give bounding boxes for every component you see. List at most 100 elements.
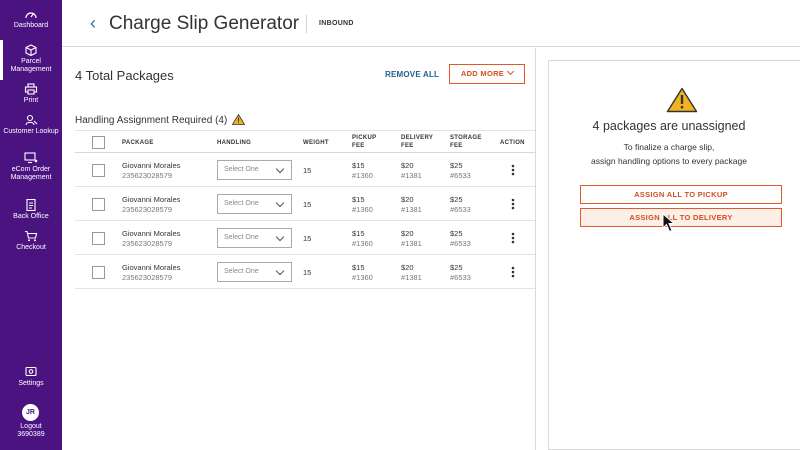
pickup-fee: $15 #1360 bbox=[352, 229, 373, 249]
weight-value: 15 bbox=[303, 200, 312, 209]
box-icon bbox=[25, 44, 37, 56]
avatar[interactable]: JR bbox=[22, 404, 39, 421]
table-row: Giovanni Morales 235623028579 Select One … bbox=[75, 187, 535, 221]
sidebar-item-label: Dashboard bbox=[13, 22, 49, 29]
remove-all-button[interactable]: REMOVE ALL bbox=[385, 70, 440, 79]
warning-icon bbox=[232, 114, 245, 125]
assign-all-pickup-button[interactable]: ASSIGN ALL TO PICKUP bbox=[580, 185, 782, 204]
fee-code: #1360 bbox=[352, 171, 373, 180]
fee-amount: $25 bbox=[450, 263, 463, 272]
tracking-number: 235623028579 bbox=[122, 205, 173, 214]
column-header-line: FEE bbox=[401, 143, 414, 149]
column-header-pickup-fee: PICKUP FEE bbox=[352, 134, 376, 150]
sidebar-item-label: eCom Order Management bbox=[10, 166, 52, 181]
fee-amount: $20 bbox=[401, 263, 414, 272]
handling-select-value: Select One bbox=[224, 268, 259, 275]
handling-select-value: Select One bbox=[224, 200, 259, 207]
logout-label: Logout bbox=[20, 423, 42, 430]
handling-select[interactable]: Select One bbox=[217, 262, 292, 282]
fee-code: #1381 bbox=[401, 205, 422, 214]
handling-select[interactable]: Select One bbox=[217, 160, 292, 180]
package-info: Giovanni Morales 235623028579 bbox=[122, 161, 180, 181]
fee-amount: $20 bbox=[401, 229, 414, 238]
sidebar-item-checkout[interactable]: Checkout bbox=[0, 230, 62, 252]
settings-icon bbox=[25, 366, 37, 377]
customer-name: Giovanni Morales bbox=[122, 229, 181, 238]
more-options-icon[interactable] bbox=[511, 266, 515, 278]
assignment-panel: 4 packages are unassigned To finalize a … bbox=[535, 48, 800, 450]
customer-name: Giovanni Morales bbox=[122, 161, 181, 170]
sidebar-item-ecom-order-management[interactable]: eCom Order Management bbox=[0, 152, 62, 182]
fee-code: #6533 bbox=[450, 273, 471, 282]
sidebar-item-customer-lookup[interactable]: Customer Lookup bbox=[0, 114, 62, 136]
column-header-package: PACKAGE bbox=[122, 140, 154, 146]
document-icon bbox=[26, 199, 36, 211]
fee-code: #6533 bbox=[450, 171, 471, 180]
assign-all-delivery-button[interactable]: ASSIGN ALL TO DELIVERY bbox=[580, 208, 782, 227]
more-options-icon[interactable] bbox=[511, 164, 515, 176]
tracking-number: 235623028579 bbox=[122, 171, 173, 180]
handling-select-value: Select One bbox=[224, 234, 259, 241]
section-label: Handling Assignment Required (4) bbox=[75, 115, 228, 126]
delivery-fee: $20 #1381 bbox=[401, 263, 422, 283]
page-title: Charge Slip Generator bbox=[109, 13, 300, 34]
row-checkbox[interactable] bbox=[92, 164, 105, 177]
sidebar-item-label: Print bbox=[23, 97, 39, 104]
user-id: 3690389 bbox=[17, 431, 45, 438]
chevron-down-icon bbox=[275, 198, 285, 208]
column-header-action: ACTION bbox=[500, 140, 525, 146]
sidebar-item-back-office[interactable]: Back Office bbox=[0, 199, 62, 221]
sidebar-item-dashboard[interactable]: Dashboard bbox=[0, 8, 62, 30]
handling-select[interactable]: Select One bbox=[217, 228, 292, 248]
warning-icon bbox=[666, 87, 698, 113]
packages-panel: 4 Total Packages REMOVE ALL ADD MORE Han… bbox=[62, 48, 535, 450]
handling-select[interactable]: Select One bbox=[217, 194, 292, 214]
fee-amount: $15 bbox=[352, 195, 365, 204]
chevron-down-icon bbox=[275, 266, 285, 276]
fee-code: #1381 bbox=[401, 171, 422, 180]
chevron-down-icon bbox=[275, 164, 285, 174]
monitor-cart-icon bbox=[24, 152, 38, 164]
fee-amount: $15 bbox=[352, 263, 365, 272]
weight-value: 15 bbox=[303, 166, 312, 175]
more-options-icon[interactable] bbox=[511, 198, 515, 210]
add-more-button[interactable]: ADD MORE bbox=[449, 64, 525, 84]
dashboard-icon bbox=[25, 12, 37, 19]
mouse-cursor-icon bbox=[662, 213, 676, 233]
add-more-label: ADD MORE bbox=[460, 69, 505, 78]
fee-amount: $15 bbox=[352, 161, 365, 170]
sidebar-item-settings[interactable]: Settings bbox=[0, 366, 62, 388]
fee-code: #1381 bbox=[401, 273, 422, 282]
weight-value: 15 bbox=[303, 234, 312, 243]
row-checkbox[interactable] bbox=[92, 232, 105, 245]
sidebar: Dashboard Parcel Management Print Custom… bbox=[0, 0, 62, 450]
sidebar-item-parcel-management[interactable]: Parcel Management bbox=[0, 40, 62, 80]
more-options-icon[interactable] bbox=[511, 232, 515, 244]
select-all-checkbox[interactable] bbox=[92, 136, 105, 149]
fee-amount: $25 bbox=[450, 229, 463, 238]
package-info: Giovanni Morales 235623028579 bbox=[122, 195, 180, 215]
delivery-fee: $20 #1381 bbox=[401, 195, 422, 215]
printer-icon bbox=[24, 83, 38, 95]
row-checkbox[interactable] bbox=[92, 198, 105, 211]
tracking-number: 235623028579 bbox=[122, 273, 173, 282]
customer-name: Giovanni Morales bbox=[122, 263, 181, 272]
pickup-fee: $15 #1360 bbox=[352, 195, 373, 215]
storage-fee: $25 #6533 bbox=[450, 195, 471, 215]
row-checkbox[interactable] bbox=[92, 266, 105, 279]
fee-code: #6533 bbox=[450, 239, 471, 248]
sidebar-item-label: Back Office bbox=[13, 213, 49, 220]
back-chevron-icon[interactable]: ‹ bbox=[90, 13, 96, 33]
sidebar-item-print[interactable]: Print bbox=[0, 83, 62, 105]
chevron-down-icon bbox=[275, 232, 285, 242]
column-header-handling: HANDLING bbox=[217, 140, 252, 146]
storage-fee: $25 #6533 bbox=[450, 263, 471, 283]
assignment-card: 4 packages are unassigned To finalize a … bbox=[548, 60, 800, 450]
instruction-text: To finalize a charge slip, assign handli… bbox=[549, 140, 789, 168]
sidebar-item-label: Settings bbox=[18, 380, 44, 387]
table-row: Giovanni Morales 235623028579 Select One … bbox=[75, 221, 535, 255]
mode-label: INBOUND bbox=[319, 20, 354, 27]
sidebar-item-label: Customer Lookup bbox=[3, 128, 59, 135]
header: ‹ Charge Slip Generator INBOUND bbox=[62, 0, 800, 47]
logout-button[interactable]: Logout 3690389 bbox=[0, 423, 62, 439]
